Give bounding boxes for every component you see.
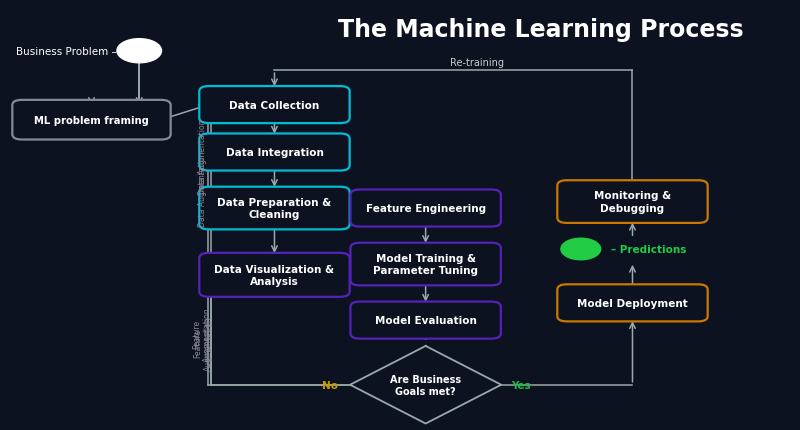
Text: Monitoring &
Debugging: Monitoring & Debugging: [594, 191, 671, 213]
FancyBboxPatch shape: [350, 243, 501, 286]
FancyBboxPatch shape: [558, 181, 708, 224]
FancyBboxPatch shape: [350, 302, 501, 339]
Circle shape: [561, 239, 601, 260]
Text: Data Augmentation: Data Augmentation: [198, 119, 206, 195]
Polygon shape: [350, 346, 502, 424]
Text: Are Business
Goals met?: Are Business Goals met?: [390, 374, 462, 396]
Text: Data Preparation &
Cleaning: Data Preparation & Cleaning: [218, 197, 331, 220]
FancyBboxPatch shape: [350, 190, 501, 227]
Text: Yes: Yes: [511, 380, 531, 390]
Text: – Predictions: – Predictions: [611, 244, 686, 255]
FancyBboxPatch shape: [199, 134, 350, 171]
Text: Feature Engineering: Feature Engineering: [366, 203, 486, 214]
FancyBboxPatch shape: [12, 101, 170, 140]
Text: Data Augmentation: Data Augmentation: [198, 151, 207, 227]
Text: Model Deployment: Model Deployment: [577, 298, 688, 308]
Text: Model Training &
Parameter Tuning: Model Training & Parameter Tuning: [373, 253, 478, 276]
Text: Data Collection: Data Collection: [230, 100, 320, 111]
Text: Data Visualization &
Analysis: Data Visualization & Analysis: [214, 264, 334, 286]
Text: No: No: [322, 380, 338, 390]
FancyBboxPatch shape: [199, 253, 350, 297]
Text: Feature
Augmentation: Feature Augmentation: [192, 307, 212, 361]
Text: Model Evaluation: Model Evaluation: [374, 315, 477, 326]
Text: Business Problem –: Business Problem –: [16, 46, 117, 57]
Text: Feature
Augmentation: Feature Augmentation: [193, 316, 213, 370]
FancyBboxPatch shape: [199, 187, 350, 230]
Text: Data Integration: Data Integration: [226, 147, 323, 158]
Text: The Machine Learning Process: The Machine Learning Process: [338, 18, 744, 42]
Text: Re-training: Re-training: [450, 58, 504, 68]
Text: ML problem framing: ML problem framing: [34, 115, 149, 126]
FancyBboxPatch shape: [558, 285, 708, 322]
Circle shape: [117, 40, 162, 64]
FancyBboxPatch shape: [199, 87, 350, 124]
